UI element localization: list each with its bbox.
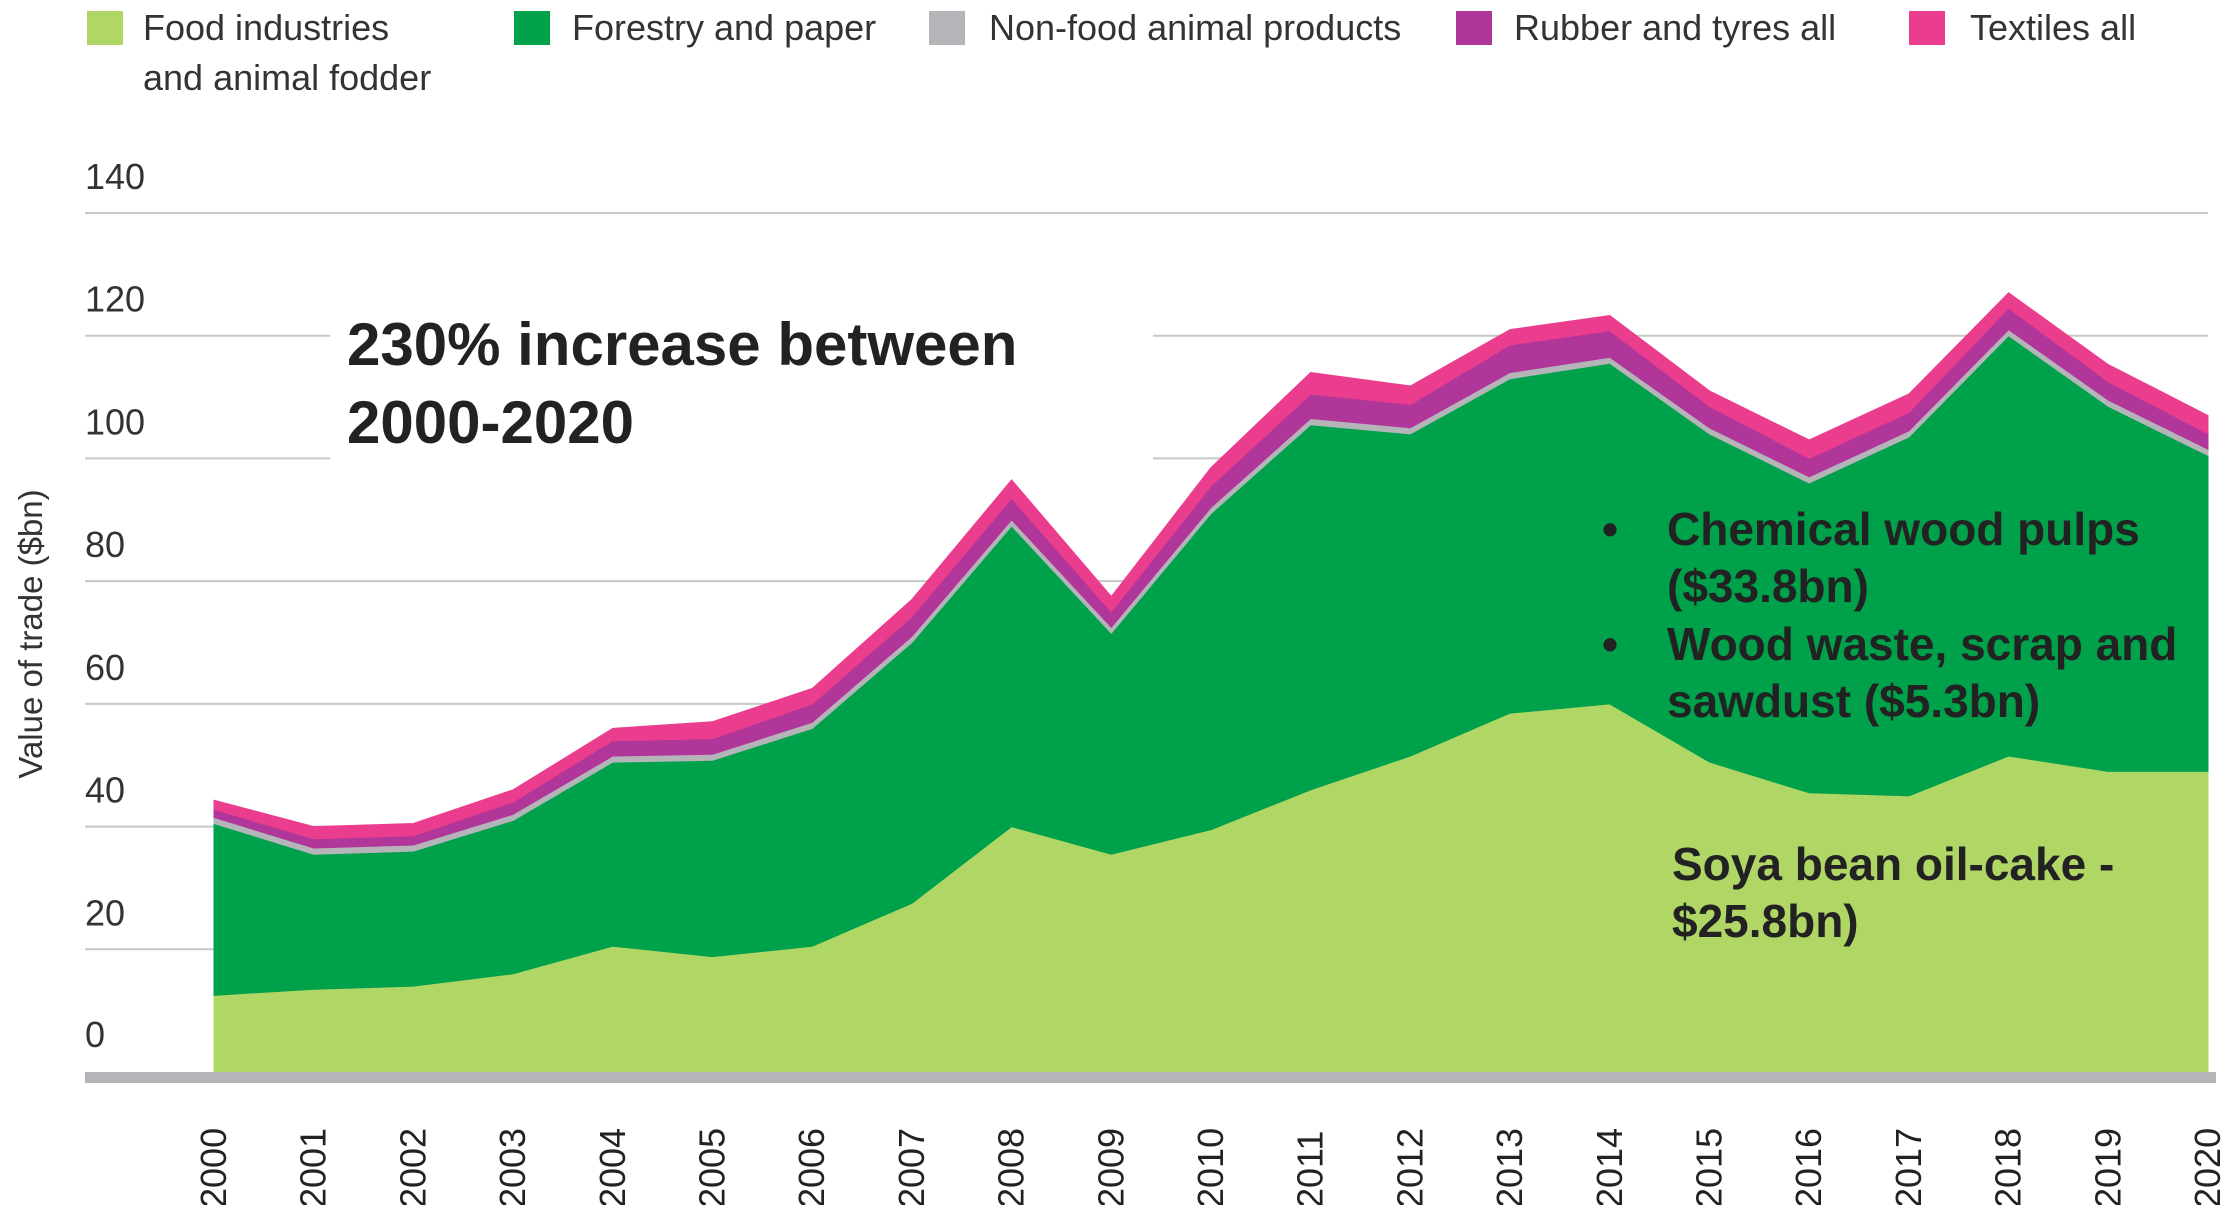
headline-annotation: 230% increase between 2000-2020 bbox=[330, 300, 1153, 460]
legend-label-forestry: Forestry and paper bbox=[572, 7, 876, 48]
y-tick-0: 0 bbox=[85, 1014, 105, 1055]
note-soya-line2: $25.8bn) bbox=[1672, 895, 1859, 947]
x-tick-2011: 2011 bbox=[1290, 1131, 1331, 1205]
legend-label-rubber: Rubber and tyres all bbox=[1514, 7, 1836, 48]
y-tick-100: 100 bbox=[85, 401, 145, 442]
x-axis-ticks: 2000 2001 2002 2003 2004 2005 2006 2007 2008 2009… bbox=[193, 1128, 2228, 1205]
legend-label-food-line2: and animal fodder bbox=[143, 57, 431, 98]
legend-swatch-nonfood bbox=[929, 11, 965, 45]
headline-background bbox=[330, 300, 1153, 460]
y-axis-ticks: 0 20 40 60 80 100 120 140 bbox=[85, 156, 145, 1055]
x-tick-2017: 2017 bbox=[1888, 1128, 1929, 1205]
x-tick-2005: 2005 bbox=[692, 1128, 733, 1205]
note-bullet-1: • bbox=[1602, 503, 1618, 555]
legend-item-nonfood[interactable]: Non-food animal products bbox=[929, 7, 1401, 48]
x-tick-2008: 2008 bbox=[991, 1128, 1032, 1205]
area-series bbox=[213, 292, 2209, 1073]
note-pulps-line2: ($33.8bn) bbox=[1667, 560, 1869, 612]
legend-item-food[interactable]: Food industries and animal fodder bbox=[87, 7, 431, 98]
x-tick-2013: 2013 bbox=[1489, 1128, 1530, 1205]
x-tick-2019: 2019 bbox=[2087, 1128, 2128, 1205]
y-tick-40: 40 bbox=[85, 770, 125, 811]
x-tick-2004: 2004 bbox=[592, 1128, 633, 1205]
note-soya-line1: Soya bean oil-cake - bbox=[1672, 838, 2114, 890]
x-tick-2000: 2000 bbox=[193, 1128, 234, 1205]
note-bullet-2: • bbox=[1602, 618, 1618, 670]
headline-line1: 230% increase between bbox=[347, 311, 1017, 378]
x-tick-2003: 2003 bbox=[492, 1128, 533, 1205]
note-pulps-line1: Chemical wood pulps bbox=[1667, 503, 2140, 555]
note-waste-line2: sawdust ($5.3bn) bbox=[1667, 675, 2040, 727]
legend-swatch-rubber bbox=[1456, 11, 1492, 45]
legend-swatch-forestry bbox=[514, 11, 550, 45]
y-tick-120: 120 bbox=[85, 279, 145, 320]
x-tick-2012: 2012 bbox=[1389, 1128, 1430, 1205]
y-axis-title: Value of trade ($bn) bbox=[12, 489, 49, 778]
forestry-notes: • Chemical wood pulps ($33.8bn) • Wood w… bbox=[1602, 503, 2177, 727]
area-textiles bbox=[213, 292, 2209, 840]
food-note: Soya bean oil-cake - $25.8bn) bbox=[1672, 838, 2114, 947]
legend-item-textiles[interactable]: Textiles all bbox=[1909, 7, 2136, 48]
x-tick-2006: 2006 bbox=[791, 1128, 832, 1205]
headline-line2: 2000-2020 bbox=[347, 389, 634, 456]
x-tick-2010: 2010 bbox=[1190, 1128, 1231, 1205]
y-tick-140: 140 bbox=[85, 156, 145, 197]
x-tick-2007: 2007 bbox=[891, 1128, 932, 1205]
y-tick-80: 80 bbox=[85, 524, 125, 565]
x-tick-2002: 2002 bbox=[392, 1128, 433, 1205]
legend-item-rubber[interactable]: Rubber and tyres all bbox=[1456, 7, 1836, 48]
legend: Food industries and animal fodder Forest… bbox=[87, 7, 2136, 98]
note-waste-line1: Wood waste, scrap and bbox=[1667, 618, 2177, 670]
x-tick-2009: 2009 bbox=[1090, 1128, 1131, 1205]
x-axis-baseline bbox=[85, 1072, 2216, 1083]
x-tick-2014: 2014 bbox=[1589, 1128, 1630, 1205]
y-tick-20: 20 bbox=[85, 892, 125, 933]
legend-swatch-food bbox=[87, 11, 123, 45]
x-tick-2018: 2018 bbox=[1988, 1128, 2029, 1205]
legend-label-nonfood: Non-food animal products bbox=[989, 7, 1401, 48]
x-tick-2015: 2015 bbox=[1689, 1128, 1730, 1205]
legend-label-food-line1: Food industries bbox=[143, 7, 389, 48]
legend-label-textiles: Textiles all bbox=[1970, 7, 2136, 48]
legend-swatch-textiles bbox=[1909, 11, 1945, 45]
x-tick-2016: 2016 bbox=[1788, 1128, 1829, 1205]
x-tick-2020: 2020 bbox=[2187, 1128, 2228, 1205]
legend-item-forestry[interactable]: Forestry and paper bbox=[514, 7, 876, 48]
y-tick-60: 60 bbox=[85, 647, 125, 688]
x-tick-2001: 2001 bbox=[293, 1128, 334, 1205]
